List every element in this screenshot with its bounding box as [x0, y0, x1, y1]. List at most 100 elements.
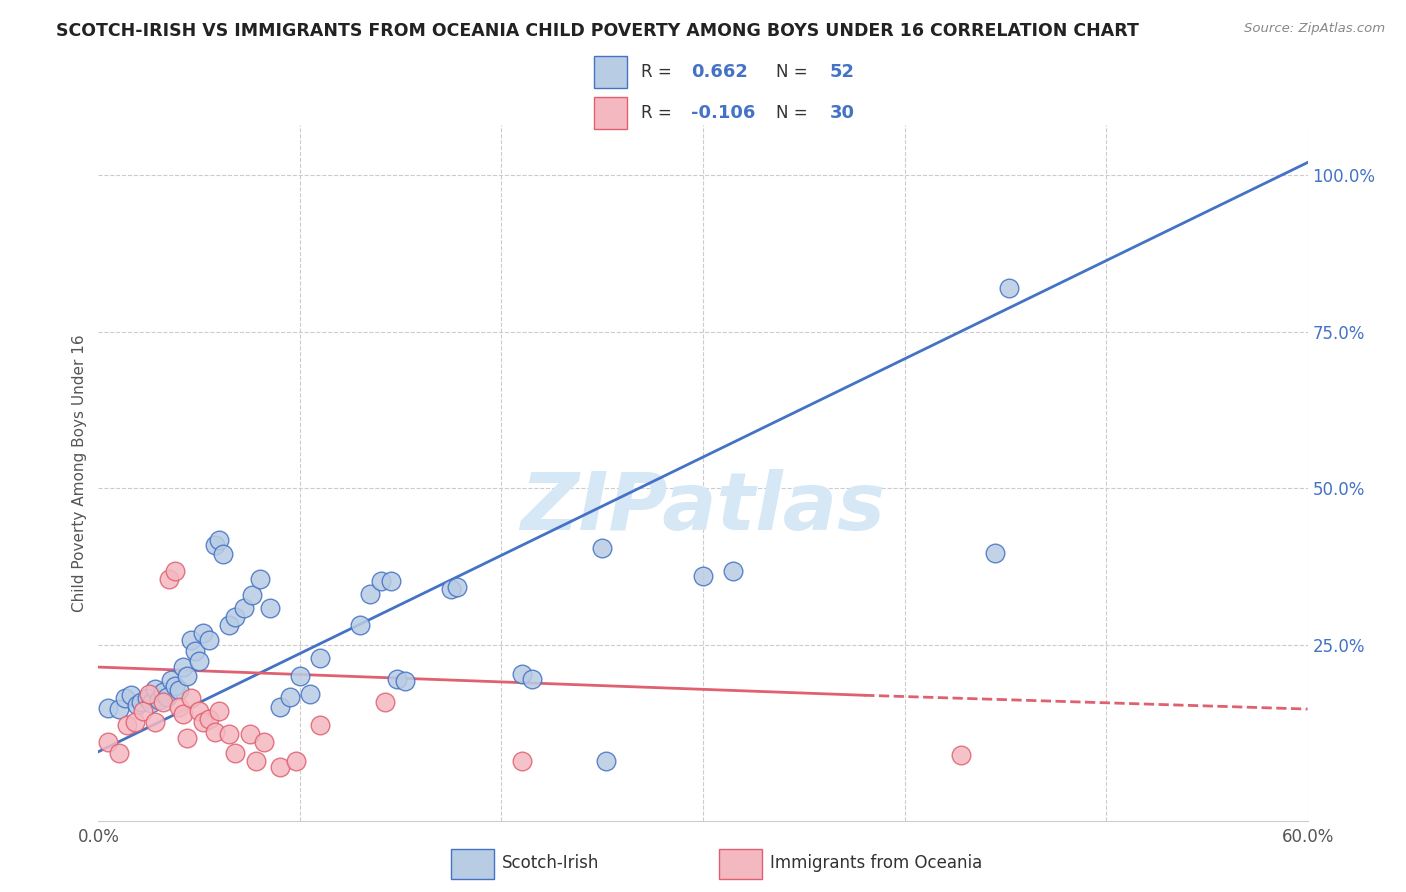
Point	[253, 735, 276, 749]
Point	[269, 760, 291, 774]
Point	[135, 691, 157, 706]
Point	[176, 731, 198, 745]
Text: Scotch-Irish: Scotch-Irish	[502, 854, 599, 872]
Text: Source: ZipAtlas.com: Source: ZipAtlas.com	[1244, 22, 1385, 36]
Text: -0.106: -0.106	[692, 104, 756, 122]
Text: Immigrants from Oceania: Immigrants from Oceania	[770, 854, 983, 872]
Bar	[451, 849, 495, 879]
Text: R =: R =	[641, 104, 676, 122]
Text: N =: N =	[776, 63, 813, 81]
Point	[172, 707, 194, 722]
Text: R =: R =	[641, 63, 676, 81]
Point	[249, 572, 271, 586]
Point	[172, 660, 194, 674]
Point	[591, 541, 613, 555]
Text: 30: 30	[830, 104, 855, 122]
Point	[385, 672, 408, 686]
Y-axis label: Child Poverty Among Boys Under 16: Child Poverty Among Boys Under 16	[72, 334, 87, 612]
Point	[129, 694, 152, 708]
Point	[349, 618, 371, 632]
Point	[188, 704, 211, 718]
Point	[288, 669, 311, 683]
Point	[269, 699, 291, 714]
Point	[125, 698, 148, 712]
Point	[245, 754, 267, 768]
Point	[595, 754, 617, 768]
Point	[143, 681, 166, 696]
Point	[97, 735, 120, 749]
Point	[360, 587, 382, 601]
Point	[218, 618, 240, 632]
Point	[163, 564, 186, 578]
Point	[309, 650, 332, 665]
Point	[115, 718, 138, 732]
Point	[148, 693, 170, 707]
Point	[278, 690, 301, 704]
Text: N =: N =	[776, 104, 813, 122]
Point	[440, 582, 463, 597]
Point	[204, 724, 226, 739]
Point	[198, 633, 221, 648]
Point	[188, 654, 211, 668]
Point	[446, 581, 468, 595]
Point	[167, 683, 190, 698]
Point	[132, 704, 155, 718]
Point	[510, 754, 533, 768]
Point	[156, 690, 179, 704]
Point	[184, 644, 207, 658]
Point	[180, 633, 202, 648]
Point	[193, 714, 215, 729]
Point	[208, 704, 231, 718]
Point	[152, 685, 174, 699]
Point	[139, 696, 162, 710]
Point	[224, 746, 246, 760]
Point	[520, 672, 543, 686]
Point	[163, 679, 186, 693]
Point	[299, 687, 322, 701]
Point	[152, 694, 174, 708]
Bar	[593, 56, 627, 88]
Bar	[718, 849, 762, 879]
Point	[259, 600, 281, 615]
Point	[218, 727, 240, 741]
Point	[370, 574, 392, 589]
Point	[239, 727, 262, 741]
Point	[204, 538, 226, 552]
Point	[240, 588, 263, 602]
Point	[998, 281, 1021, 295]
Point	[157, 572, 180, 586]
Point	[224, 610, 246, 624]
Point	[143, 714, 166, 729]
Point	[138, 687, 160, 701]
Point	[107, 702, 129, 716]
Point	[208, 533, 231, 547]
Point	[107, 746, 129, 760]
Point	[180, 691, 202, 706]
Point	[510, 667, 533, 681]
Point	[198, 712, 221, 726]
Point	[124, 714, 146, 729]
Point	[692, 569, 714, 583]
Point	[284, 754, 307, 768]
Point	[120, 688, 142, 702]
Point	[176, 669, 198, 683]
Text: 0.662: 0.662	[692, 63, 748, 81]
Text: SCOTCH-IRISH VS IMMIGRANTS FROM OCEANIA CHILD POVERTY AMONG BOYS UNDER 16 CORREL: SCOTCH-IRISH VS IMMIGRANTS FROM OCEANIA …	[56, 22, 1139, 40]
Text: 52: 52	[830, 63, 855, 81]
Point	[193, 625, 215, 640]
Point	[394, 674, 416, 689]
Point	[114, 691, 136, 706]
Point	[97, 701, 120, 715]
Point	[380, 574, 402, 589]
Point	[984, 546, 1007, 560]
Point	[212, 547, 235, 561]
Point	[232, 600, 254, 615]
Point	[374, 694, 396, 708]
Bar	[593, 97, 627, 129]
Point	[309, 718, 332, 732]
Point	[949, 747, 972, 762]
Text: ZIPatlas: ZIPatlas	[520, 468, 886, 547]
Point	[167, 699, 190, 714]
Point	[160, 673, 183, 687]
Point	[723, 564, 745, 578]
